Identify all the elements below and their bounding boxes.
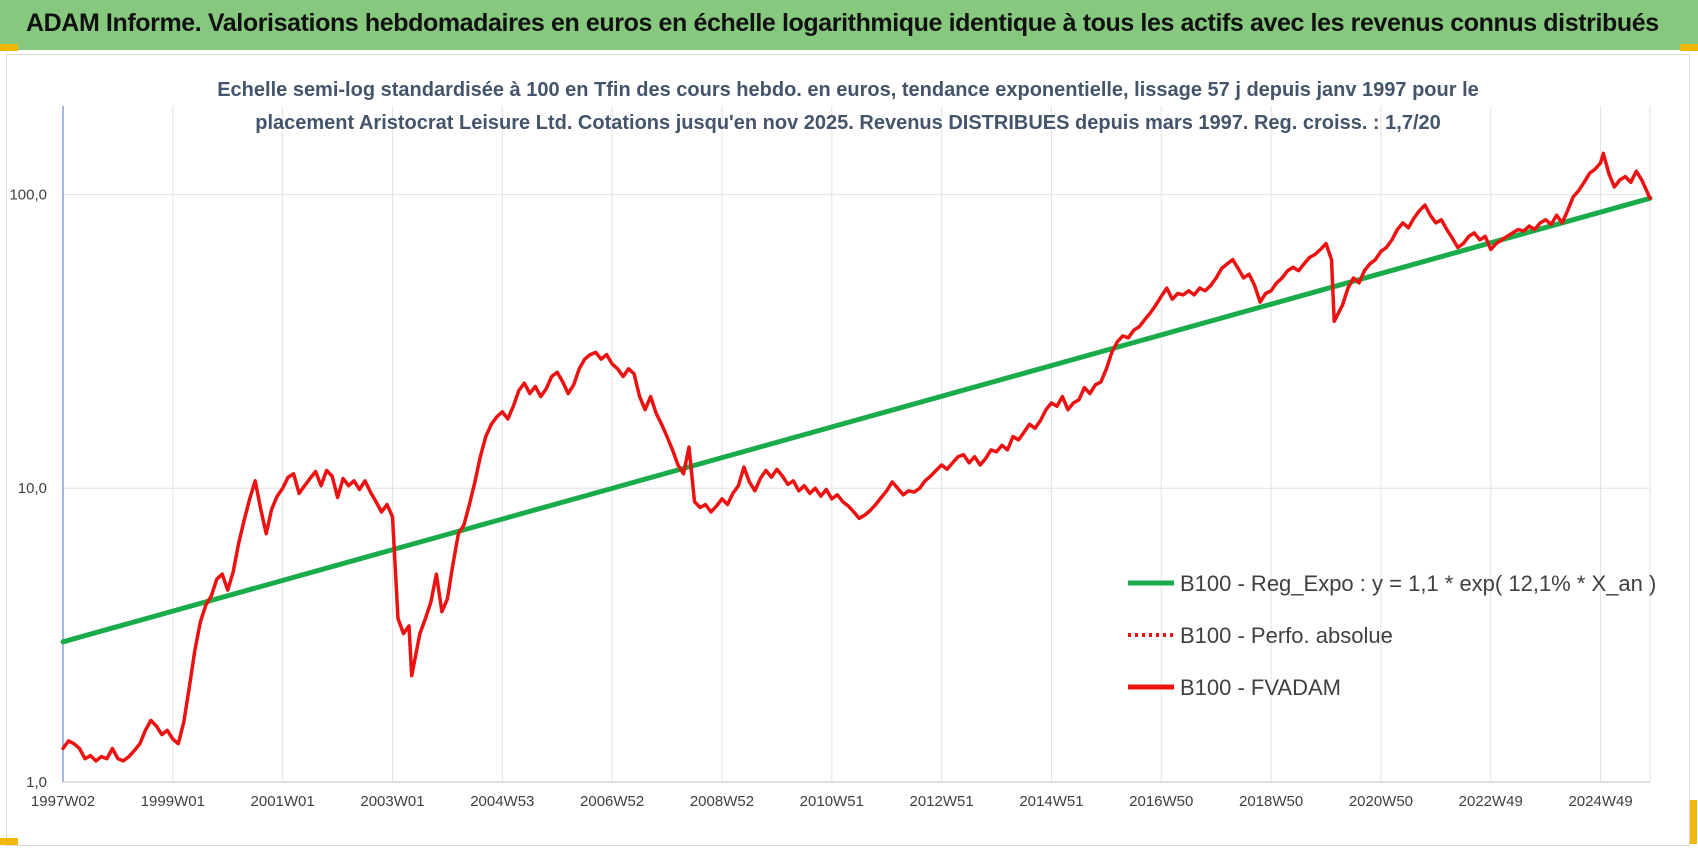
- x-tick-labels: 1997W02 1999W01 2001W01 2003W01 2004W53 2006W…: [31, 793, 1633, 810]
- x-tick-label: 2006W52: [580, 793, 644, 810]
- x-tick-label: 1999W01: [141, 793, 205, 810]
- x-tick-label: 2003W01: [360, 793, 424, 810]
- x-tick-label: 2004W53: [470, 793, 534, 810]
- series-lines: [60, 151, 1653, 763]
- x-tick-label: 2014W51: [1019, 793, 1083, 810]
- y-tick-label: 1,0: [26, 774, 47, 791]
- x-tick-label: 2008W52: [690, 793, 754, 810]
- chart-subtitle-line-2: placement Aristocrat Leisure Ltd. Cotati…: [255, 112, 1441, 134]
- chart-subtitle-line-1: Echelle semi-log standardisée à 100 en T…: [217, 79, 1479, 101]
- y-tick-label: 100,0: [9, 186, 47, 203]
- legend-label-reg-expo: B100 - Reg_Expo : y = 1,1 * exp( 12,1% *…: [1180, 571, 1656, 596]
- x-tick-label: 2020W50: [1349, 793, 1413, 810]
- y-tick-label: 10,0: [18, 480, 47, 497]
- y-tick-labels: 1,0 10,0 100,0: [9, 186, 47, 791]
- legend-label-perfo-absolue: B100 - Perfo. absolue: [1180, 623, 1393, 648]
- series-line-reg-expo: [60, 195, 1653, 645]
- header-bar: ADAM Informe. Valorisations hebdomadaire…: [0, 0, 1698, 50]
- x-tick-label: 2024W49: [1568, 793, 1632, 810]
- corner-mark-top-left: [0, 44, 18, 51]
- chart-frame: [6, 54, 1690, 846]
- corner-mark-top-right: [1680, 44, 1698, 51]
- page-title: ADAM Informe. Valorisations hebdomadaire…: [26, 9, 1659, 37]
- series-line-fvadam: [61, 151, 1652, 763]
- x-tick-label: 2010W51: [800, 793, 864, 810]
- x-tick-label: 2016W50: [1129, 793, 1193, 810]
- legend: B100 - Reg_Expo : y = 1,1 * exp( 12,1% *…: [1128, 571, 1656, 700]
- corner-mark-bottom-right: [1690, 800, 1697, 844]
- x-tick-label: 1997W02: [31, 793, 95, 810]
- x-tick-label: 2022W49: [1459, 793, 1523, 810]
- x-tick-label: 2012W51: [910, 793, 974, 810]
- x-tick-label: 2018W50: [1239, 793, 1303, 810]
- corner-mark-bottom-left: [0, 838, 18, 845]
- x-tick-label: 2001W01: [251, 793, 315, 810]
- legend-label-fvadam: B100 - FVADAM: [1180, 675, 1341, 700]
- grid-lines: [63, 106, 1651, 783]
